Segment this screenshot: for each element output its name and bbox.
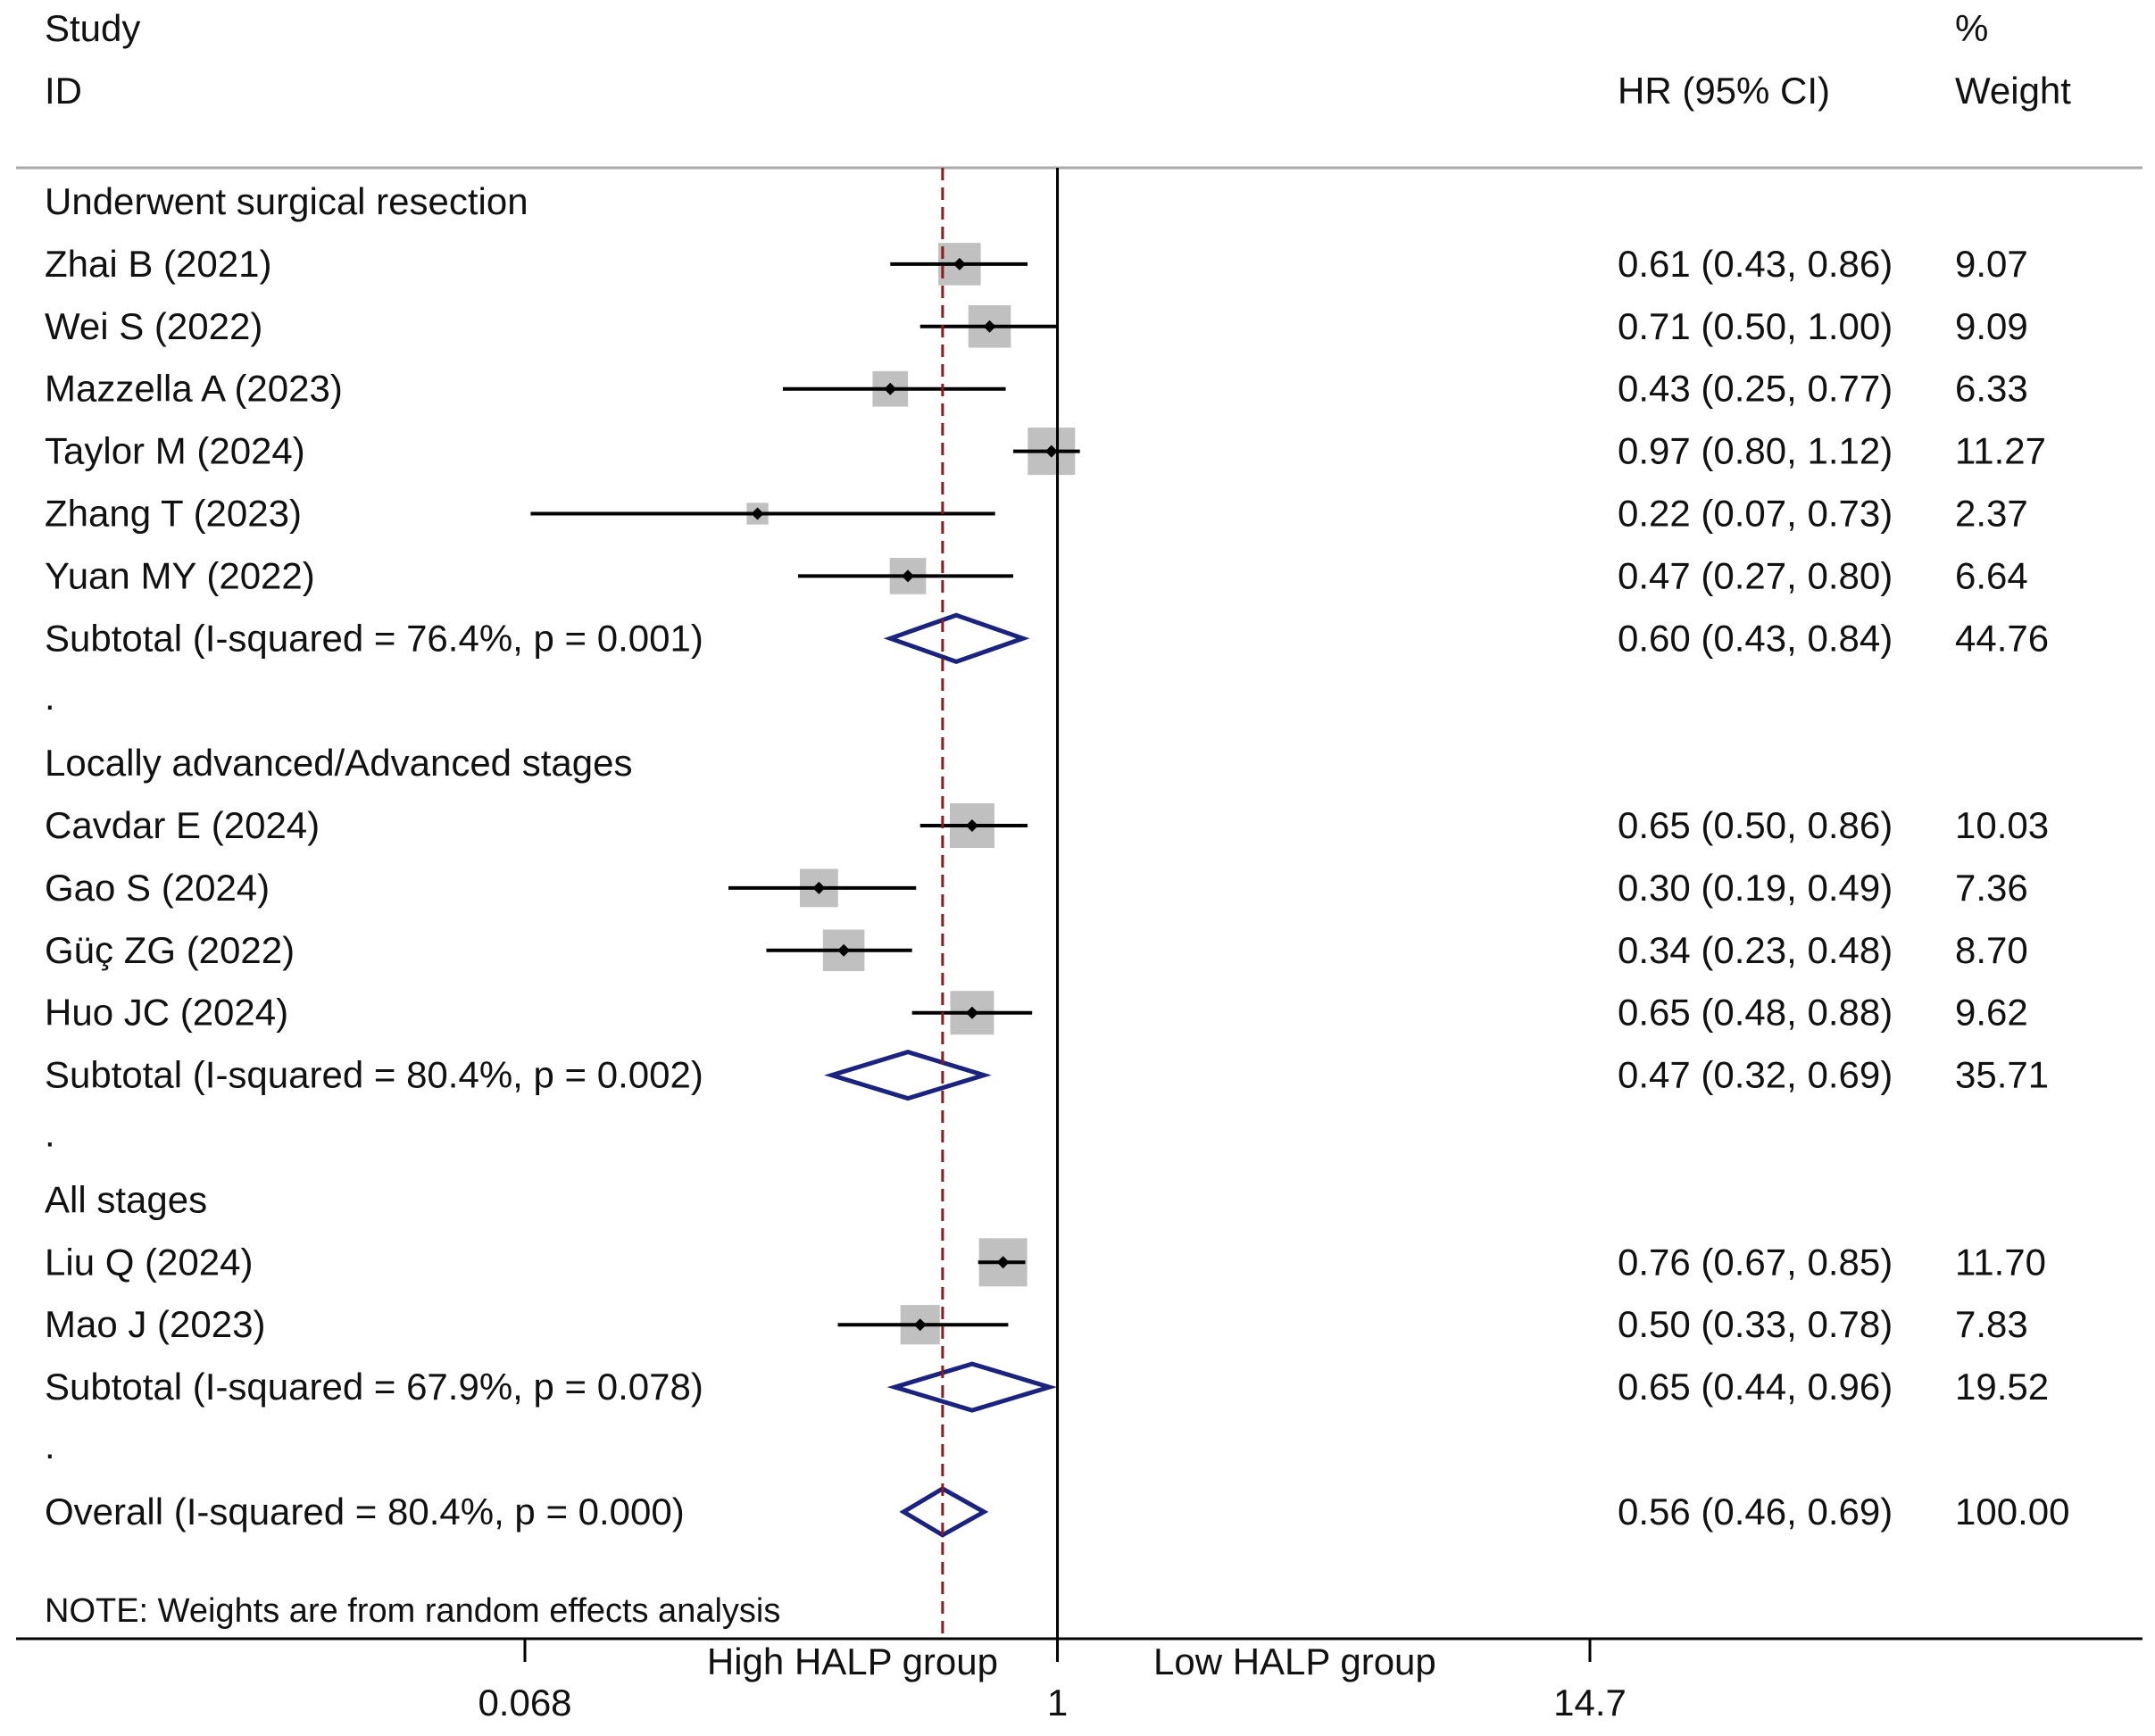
subtotal-label-ci: 0.47 (0.32, 0.69) xyxy=(1618,1054,1893,1096)
study-label: Zhai B (2021) xyxy=(45,243,271,285)
group-header: All stages xyxy=(45,1178,207,1220)
point-estimate xyxy=(812,881,826,894)
study-weight: 11.27 xyxy=(1955,430,2046,472)
subtotal-label-weight: 19.52 xyxy=(1955,1366,2049,1408)
study-ci: 0.76 (0.67, 0.85) xyxy=(1618,1241,1893,1283)
footnote: NOTE: Weights are from random effects an… xyxy=(45,1592,780,1630)
study-weight: 2.37 xyxy=(1955,493,2028,535)
x-tick-label: 1 xyxy=(1047,1682,1068,1724)
point-estimate xyxy=(953,257,966,270)
study-label: Gao S (2024) xyxy=(45,867,270,909)
study-ci: 0.71 (0.50, 1.00) xyxy=(1618,305,1893,347)
point-estimate xyxy=(965,819,978,832)
subtotal-diamond xyxy=(886,1361,1058,1413)
study-label: Mao J (2023) xyxy=(45,1303,265,1345)
subtotal-label-ci: 0.65 (0.44, 0.96) xyxy=(1618,1366,1893,1408)
subtotal-diamond xyxy=(883,612,1030,664)
study-label: Huo JC (2024) xyxy=(45,992,288,1034)
subtotal-label: Subtotal (I-squared = 67.9%, p = 0.078) xyxy=(45,1366,703,1408)
study-ci: 0.30 (0.19, 0.49) xyxy=(1618,867,1893,909)
study-label: Mazzella A (2023) xyxy=(45,368,343,410)
separator-dot: . xyxy=(45,1425,55,1466)
point-estimate xyxy=(913,1318,927,1332)
header-weight: Weight xyxy=(1955,70,2071,112)
study-weight: 9.07 xyxy=(1955,243,2028,285)
subtotal-label-ci: 0.60 (0.43, 0.84) xyxy=(1618,617,1893,659)
study-ci: 0.65 (0.50, 0.86) xyxy=(1618,804,1893,846)
header-hr: HR (95% CI) xyxy=(1618,70,1830,112)
point-estimate xyxy=(837,943,851,957)
study-label: Güç ZG (2022) xyxy=(45,929,295,971)
study-weight: 9.09 xyxy=(1955,305,2028,347)
study-ci: 0.61 (0.43, 0.86) xyxy=(1618,243,1893,285)
study-weight: 8.70 xyxy=(1955,929,2028,971)
point-estimate xyxy=(884,382,897,395)
study-ci: 0.47 (0.27, 0.80) xyxy=(1618,554,1893,596)
x-tick-label: 0.068 xyxy=(478,1682,571,1724)
separator-dot: . xyxy=(45,1113,55,1155)
study-ci: 0.34 (0.23, 0.48) xyxy=(1618,929,1893,971)
axis-label-left: High HALP group xyxy=(707,1640,998,1682)
header-study: Study xyxy=(45,7,140,49)
study-ci: 0.97 (0.80, 1.12) xyxy=(1618,430,1893,472)
subtotal-label: Subtotal (I-squared = 80.4%, p = 0.002) xyxy=(45,1054,703,1096)
study-ci: 0.50 (0.33, 0.78) xyxy=(1618,1303,1893,1345)
overall-label-ci: 0.56 (0.46, 0.69) xyxy=(1618,1491,1893,1532)
point-estimate xyxy=(965,1006,978,1019)
study-ci: 0.43 (0.25, 0.77) xyxy=(1618,368,1893,410)
overall-diamond xyxy=(899,1486,989,1538)
overall-label-weight: 100.00 xyxy=(1955,1491,2069,1532)
study-label: Liu Q (2024) xyxy=(45,1241,253,1283)
study-label: Wei S (2022) xyxy=(45,305,262,347)
study-ci: 0.65 (0.48, 0.88) xyxy=(1618,992,1893,1034)
study-label: Zhang T (2023) xyxy=(45,493,302,535)
separator-dot: . xyxy=(45,676,55,718)
subtotal-label: Subtotal (I-squared = 76.4%, p = 0.001) xyxy=(45,617,703,659)
study-label: Taylor M (2024) xyxy=(45,430,305,472)
x-tick-label: 14.7 xyxy=(1553,1682,1627,1724)
study-weight: 7.83 xyxy=(1955,1303,2028,1345)
forest-rows: Underwent surgical resection Zhai B (2021… xyxy=(45,180,2069,1538)
study-weight: 6.33 xyxy=(1955,368,2028,410)
study-weight: 9.62 xyxy=(1955,992,2028,1034)
group-header: Locally advanced/Advanced stages xyxy=(45,742,632,784)
point-estimate xyxy=(983,320,996,333)
header-id: ID xyxy=(45,70,82,112)
group-header: Underwent surgical resection xyxy=(45,180,528,222)
axis-label-right: Low HALP group xyxy=(1153,1640,1436,1682)
study-weight: 6.64 xyxy=(1955,554,2028,596)
subtotal-diamond xyxy=(824,1049,992,1101)
point-estimate xyxy=(901,569,914,583)
study-weight: 11.70 xyxy=(1955,1241,2046,1283)
study-weight: 10.03 xyxy=(1955,804,2049,846)
subtotal-label-weight: 35.71 xyxy=(1955,1054,2049,1096)
study-ci: 0.22 (0.07, 0.73) xyxy=(1618,493,1893,535)
study-label: Yuan MY (2022) xyxy=(45,554,315,596)
point-estimate xyxy=(1044,444,1058,458)
study-label: Cavdar E (2024) xyxy=(45,804,320,846)
study-weight: 7.36 xyxy=(1955,867,2028,909)
point-estimate xyxy=(751,507,764,520)
header-percent: % xyxy=(1955,7,1988,49)
overall-label: Overall (I-squared = 80.4%, p = 0.000) xyxy=(45,1491,685,1532)
point-estimate xyxy=(996,1256,1010,1269)
subtotal-label-weight: 44.76 xyxy=(1955,617,2049,659)
